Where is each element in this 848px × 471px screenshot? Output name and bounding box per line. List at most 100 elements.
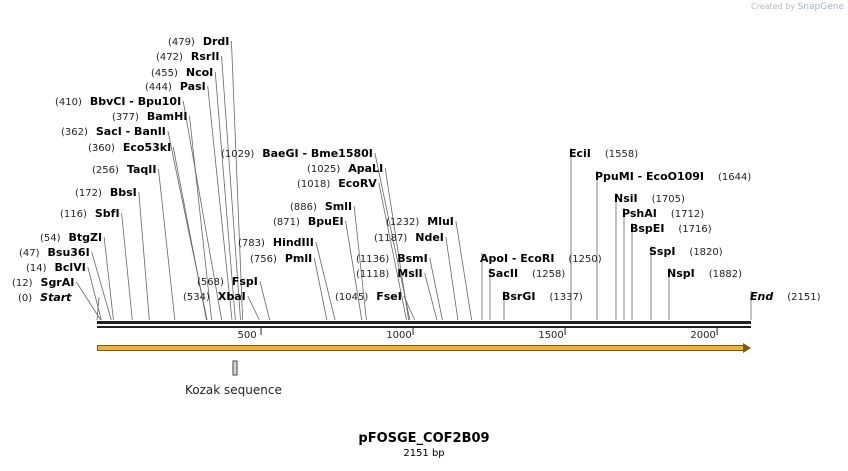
site-position: (1820) <box>689 247 722 258</box>
site-position: (472) <box>156 52 183 63</box>
site-name: BspEI <box>630 222 664 235</box>
dna-backbone-bottom <box>97 326 751 328</box>
axis-tick-label: 1000 <box>386 330 411 341</box>
site-label-btgzi[interactable]: (54) BtgZI <box>40 231 102 244</box>
site-position: (886) <box>290 202 317 213</box>
site-position: (1716) <box>678 224 711 235</box>
axis-tick-label: 1500 <box>538 330 563 341</box>
site-label-mlui[interactable]: (1232) MluI <box>386 215 454 228</box>
site-position: (362) <box>61 127 88 138</box>
site-label-rsrii[interactable]: (472) RsrII <box>156 50 220 63</box>
site-label-apali[interactable]: (1025) ApaLI <box>307 162 383 175</box>
site-position: (2151) <box>787 292 820 303</box>
site-label-ncoi[interactable]: (455) NcoI <box>151 66 213 79</box>
site-label-bspei[interactable]: (1716) BspEI <box>630 222 712 235</box>
site-label-sgrai[interactable]: (12) SgrAI <box>12 276 74 289</box>
site-label-bsmi[interactable]: (1136) BsmI <box>356 252 428 265</box>
site-position: (479) <box>168 37 195 48</box>
site-name: End <box>750 290 773 303</box>
site-name: BpuEI <box>308 215 344 228</box>
site-position: (1136) <box>356 254 389 265</box>
site-name: BamHI <box>147 110 188 123</box>
site-label-ppumi-ecoo109i[interactable]: (1644) PpuMI - EcoO109I <box>595 170 751 183</box>
site-label-fsei[interactable]: (1045) FseI <box>335 290 402 303</box>
site-name: PasI <box>180 80 206 93</box>
site-label-sspi[interactable]: (1820) SspI <box>649 245 723 258</box>
site-name: Start <box>40 291 72 304</box>
site-position: (534) <box>183 292 210 303</box>
site-label-bsu36i[interactable]: (47) Bsu36I <box>19 246 90 259</box>
site-connector <box>121 212 133 321</box>
site-label-ecorv[interactable]: (1018) EcoRV <box>297 177 377 190</box>
site-label-nspi[interactable]: (1882) NspI <box>667 267 742 280</box>
site-name: SmlI <box>325 200 352 213</box>
kozak-label: Kozak sequence <box>185 383 282 397</box>
site-name: BtgZI <box>69 231 103 244</box>
site-connector <box>247 295 260 321</box>
site-connector <box>424 272 438 321</box>
site-name: SbfI <box>95 207 120 220</box>
site-name: Bsu36I <box>48 246 90 259</box>
site-label-bsrgi[interactable]: (1337) BsrGI <box>502 290 583 303</box>
site-position: (1232) <box>386 217 419 228</box>
site-label-pshai[interactable]: (1712) PshAI <box>622 207 704 220</box>
site-position: (444) <box>145 82 172 93</box>
site-label-pmli[interactable]: (756) PmlI <box>250 252 312 265</box>
site-position: (1118) <box>356 269 389 280</box>
site-position: (756) <box>250 254 277 265</box>
site-label-xbai[interactable]: (534) XbaI <box>183 290 246 303</box>
site-label-sacii[interactable]: (1258) SacII <box>488 267 565 280</box>
axis-tick-label: 500 <box>237 330 256 341</box>
site-connector <box>313 257 328 321</box>
site-position: (1029) <box>221 149 254 160</box>
site-label-apoi-ecori[interactable]: (1250) ApoI - EcoRI <box>480 252 602 265</box>
site-connector <box>429 257 443 321</box>
site-label-saci-banii[interactable]: (362) SacI - BanII <box>61 125 166 138</box>
feature-arrow-head <box>743 343 751 353</box>
site-name: SgrAI <box>41 276 75 289</box>
site-connector <box>214 71 236 321</box>
site-position: (1337) <box>549 292 582 303</box>
snapgene-credit: Created by SnapGene <box>751 2 844 12</box>
site-label-sbfi[interactable]: (116) SbfI <box>60 207 120 220</box>
site-connector <box>182 100 223 321</box>
site-connector <box>138 191 150 321</box>
site-position: (455) <box>151 68 178 79</box>
site-connector <box>103 236 114 321</box>
site-label-ndei[interactable]: (1187) NdeI <box>374 231 444 244</box>
site-labels: (0) Start (12) SgrAI (14) BclVI (47) Bsu36I (54)… <box>12 35 821 304</box>
site-label-bclvi[interactable]: (14) BclVI <box>26 261 86 274</box>
site-name: ApoI - EcoRI <box>480 252 554 265</box>
site-label-ecii[interactable]: (1558) EciI <box>569 147 638 160</box>
site-label-fspi[interactable]: (568) FspI <box>197 275 258 288</box>
site-label-bbvci-bpu10i[interactable]: (410) BbvCI - Bpu10I <box>55 95 181 108</box>
kozak-marker[interactable] <box>232 360 238 376</box>
site-label-pasi[interactable]: (444) PasI <box>145 80 206 93</box>
site-connector <box>315 241 336 321</box>
plasmid-name: pFOSGE_COF2B09 <box>358 431 490 446</box>
site-label-nsii[interactable]: (1705) NsiI <box>614 192 685 205</box>
site-label-end[interactable]: (2151) End <box>750 290 821 303</box>
site-connector <box>207 85 233 321</box>
site-label-start[interactable]: (0) Start <box>18 291 72 304</box>
site-label-msli[interactable]: (1118) MslI <box>356 267 423 280</box>
dna-backbone-top <box>97 321 751 324</box>
site-label-eco53ki[interactable]: (360) Eco53kI <box>88 141 171 154</box>
feature-arrow-fill <box>98 346 743 350</box>
site-label-hindiii[interactable]: (783) HindIII <box>238 236 314 249</box>
site-label-taqii[interactable]: (256) TaqII <box>92 163 156 176</box>
site-label-bbsi[interactable]: (172) BbsI <box>75 186 137 199</box>
site-name: MluI <box>427 215 454 228</box>
site-lines <box>76 40 752 321</box>
credit-prefix: Created by <box>751 2 796 11</box>
site-position: (377) <box>112 112 139 123</box>
site-connector <box>221 55 241 321</box>
site-label-baegi-bme1580i[interactable]: (1029) BaeGI - Bme1580I <box>221 147 373 160</box>
site-label-drdi[interactable]: (479) DrdI <box>168 35 229 48</box>
feature-arrow[interactable] <box>97 343 751 353</box>
site-position: (1018) <box>297 179 330 190</box>
site-label-smli[interactable]: (886) SmlI <box>290 200 352 213</box>
site-label-bamhi[interactable]: (377) BamHI <box>112 110 187 123</box>
site-label-bpuei[interactable]: (871) BpuEI <box>273 215 344 228</box>
